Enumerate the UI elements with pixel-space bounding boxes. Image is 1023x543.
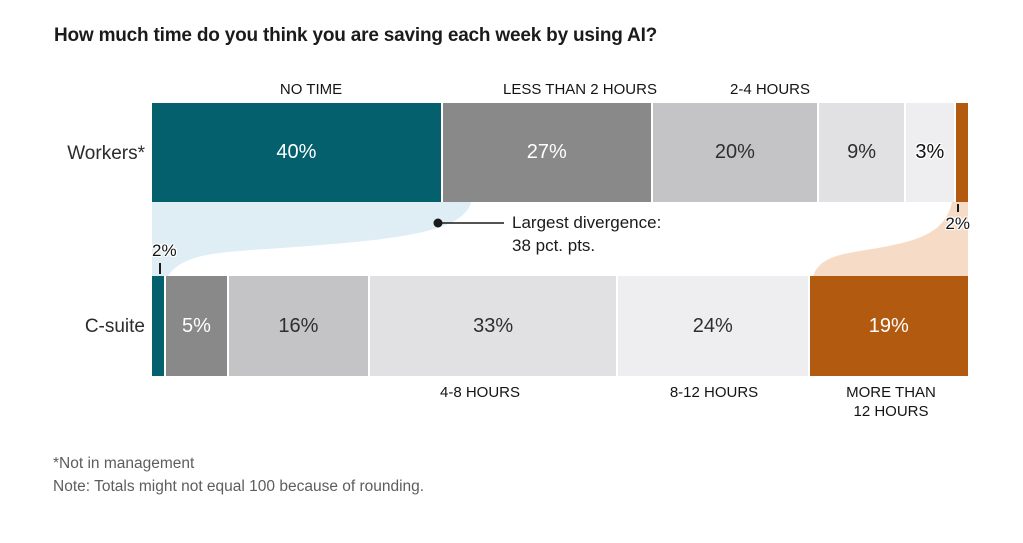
segment-value-label: 19% [868,314,909,337]
footnotes: *Not in management Note: Totals might no… [53,452,424,498]
callout-dot [433,218,443,228]
category-label-8-12-hours: 8-12 HOURS [669,384,759,401]
category-label-2-4-hours: 2-4 HOURS [729,81,811,98]
callout-text: Largest divergence: 38 pct. pts. [512,211,661,257]
bar-segment-h4_8: 33% [370,276,616,376]
page-title: How much time do you think you are savin… [54,25,658,46]
bar-segment-lt2h: 27% [442,103,651,202]
category-label-4-8-hours: 4-8 HOURS [439,384,521,401]
segment-value-label: 24% [692,314,733,337]
segment-value-label: 9% [847,141,877,163]
bar-segment-lt2h: 5% [166,276,227,376]
bar-segment-h8_12: 3% [906,103,954,202]
callout-line-2: 38 pct. pts. [512,236,596,255]
flow-ribbon-no-time [152,202,471,276]
bar-segment-no_time [152,276,165,376]
segment-value-label: 27% [526,141,567,163]
bar-segment-h8_12: 24% [617,276,808,376]
category-label-no-time: NO TIME [279,81,343,98]
row-label-csuite: C-suite [84,316,145,337]
segment-value-label: 20% [714,141,755,163]
category-label-less-than-2-hours: LESS THAN 2 HOURS [503,81,657,98]
callout-line-1: Largest divergence: [512,213,662,232]
bar-segment-no_time: 40% [152,103,441,202]
bar-segment-gt12h: 19% [809,276,968,376]
bar-segment-h2_4: 16% [228,276,369,376]
segment-value-label: 40% [276,141,317,163]
row-label-workers: Workers* [67,143,145,164]
bar-csuite: 5% 16% 33% 24% 19% [152,276,968,376]
segment-value-label: 33% [473,314,514,337]
bar-workers: 40% 27% 20% 9% 3% [152,103,968,202]
footnote-rounding: Note: Totals might not equal 100 because… [53,478,425,495]
workers-more-than-12-value-label: 2% [945,214,970,233]
category-label-more-than-12-hours: MORE THAN 12 HOURS [846,384,936,420]
segment-value-label: 5% [182,314,211,337]
segment-value-label: 16% [278,314,319,337]
footnote-management: *Not in management [53,455,195,472]
csuite-no-time-value-label: 2% [152,241,177,260]
bar-segment-h2_4: 20% [652,103,818,202]
bar-segment-h4_8: 9% [819,103,904,202]
bar-segment-gt12h [955,103,968,202]
segment-value-label: 3% [915,141,945,163]
